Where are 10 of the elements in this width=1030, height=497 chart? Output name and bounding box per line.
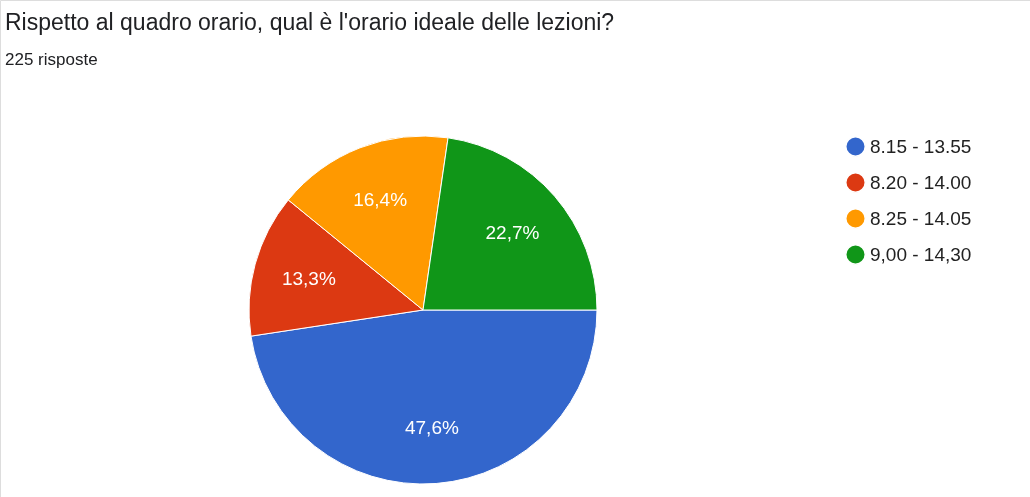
data-label: 47,6% (404, 416, 459, 438)
data-label: 13,3% (281, 267, 336, 289)
legend-label: 8.15 - 13.55 (870, 135, 972, 157)
chart-title: Rispetto al quadro orario, qual è l'orario ideale delle lezioni? (5, 9, 615, 35)
data-label: 16,4% (353, 188, 408, 210)
legend-label: 9,00 - 14,30 (870, 243, 972, 265)
legend-label: 8.20 - 14.00 (870, 171, 972, 193)
legend-label: 8.25 - 14.05 (870, 207, 972, 229)
text: 225 risposte (5, 50, 98, 69)
data-label: 22,7% (485, 221, 540, 243)
